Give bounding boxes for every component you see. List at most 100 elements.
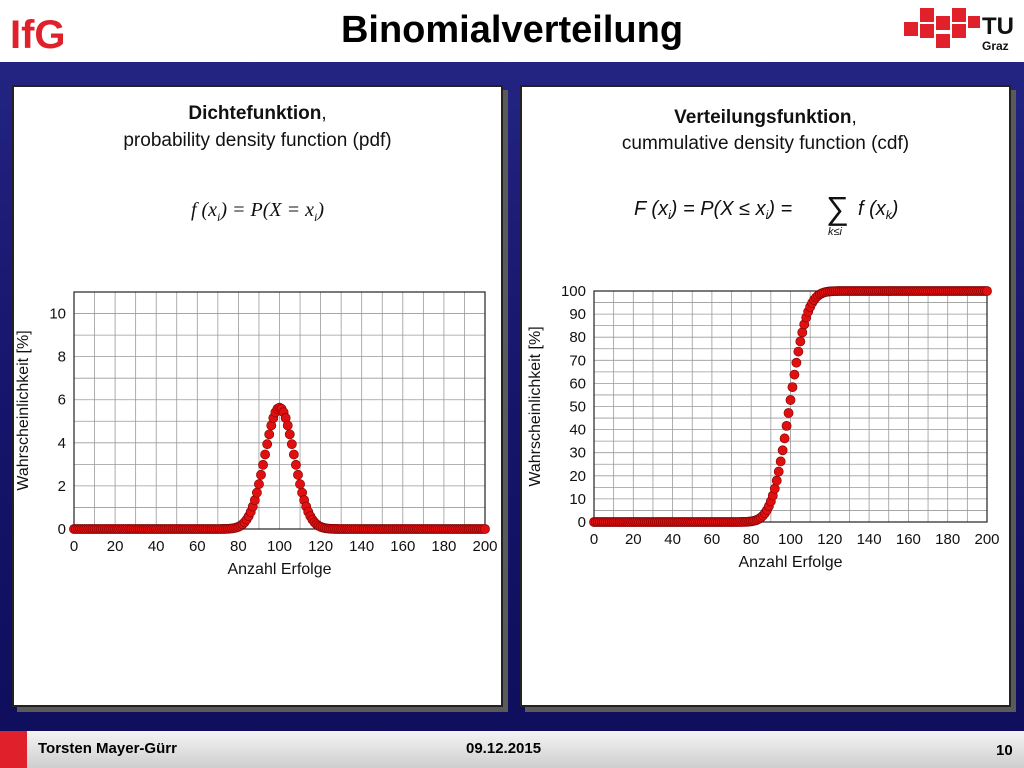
data-point [251, 487, 262, 498]
cdf-panel: Verteilungsfunktion, cummulative density… [520, 85, 1011, 707]
data-point [777, 445, 788, 456]
tu-graz-logo: TU Graz [904, 8, 1014, 53]
data-point [787, 382, 798, 393]
footer-author: Torsten Mayer-Gürr [38, 740, 177, 757]
x-tick-label: 120 [817, 531, 842, 548]
cdf-heading-bold: Verteilungsfunktion [674, 107, 852, 128]
sum-index: k≤i [828, 226, 843, 238]
y-tick-label: 100 [561, 283, 586, 300]
data-point [258, 459, 268, 470]
y-tick-label: 40 [569, 422, 586, 439]
x-axis-label: Anzahl Erfolge [227, 561, 331, 578]
plot-frame [73, 291, 486, 530]
cdf-subheading: cummulative density function (cdf) [621, 133, 910, 154]
footer-accent [0, 731, 27, 768]
footer-page-number: 10 [996, 742, 1013, 759]
pdf-formula: f (xi) = P(X = xi) [14, 199, 501, 225]
data-point [771, 475, 782, 486]
data-point [793, 346, 804, 357]
page-title: Binomialverteilung [340, 9, 684, 51]
ifg-logo-text: IfG [10, 13, 66, 57]
data-point [797, 327, 808, 338]
x-tick-label: 140 [349, 538, 374, 555]
chart-grid [593, 290, 988, 523]
x-tick-label: 80 [743, 531, 760, 548]
data-point [982, 286, 992, 296]
plot-frame [593, 290, 988, 523]
data-point [779, 433, 790, 444]
ifg-logo: IfG [10, 13, 66, 57]
x-tick-label: 0 [590, 531, 598, 548]
data-point [254, 479, 264, 490]
pdf-subheading: probability density function (pdf) [123, 130, 392, 151]
data-points [589, 286, 992, 527]
data-point [286, 439, 297, 450]
cdf-heading-suffix: , [851, 107, 857, 128]
data-point [783, 408, 794, 418]
x-tick-label: 100 [267, 538, 292, 555]
x-tick-label: 40 [148, 538, 165, 555]
cdf-heading: Verteilungsfunktion, [522, 107, 1009, 129]
x-tick-label: 140 [857, 531, 882, 548]
data-point [288, 449, 299, 460]
data-point [262, 439, 273, 450]
y-tick-label: 30 [569, 445, 586, 462]
pdf-heading-bold: Dichtefunktion [188, 103, 322, 124]
y-tick-label: 60 [569, 375, 586, 392]
y-tick-label: 6 [58, 392, 66, 409]
y-tick-label: 50 [569, 399, 586, 416]
data-point [791, 357, 802, 368]
cdf-chart: 0 20 40 60 80 100 120 140 160 180 200 0 10 20 30 40 50 60… [527, 283, 1000, 571]
tu-logo-text: TU [982, 13, 1014, 40]
y-tick-label: 8 [58, 349, 66, 366]
pdf-chart: 0 20 40 60 80 100 120 140 160 180 200 0 2 4 6 8 10 Anzahl… [15, 291, 498, 578]
footer-date: 09.12.2015 [466, 740, 542, 757]
data-point [291, 459, 301, 470]
footer-bar [27, 731, 1024, 768]
cdf-formula: F (xi) = P(X ≤ xi) = ∑ k≤i f (xk) [634, 190, 898, 238]
x-tick-label: 180 [935, 531, 960, 548]
y-tick-label: 2 [58, 478, 66, 495]
tu-graz-logo-squares [904, 8, 980, 48]
x-tick-label: 40 [664, 531, 681, 548]
x-tick-label: 200 [472, 538, 497, 555]
x-tick-label: 160 [896, 531, 921, 548]
y-tick-label: 0 [578, 514, 586, 531]
y-tick-label: 80 [569, 329, 586, 346]
data-point [789, 369, 800, 380]
x-tick-label: 160 [390, 538, 415, 555]
y-tick-label: 0 [58, 521, 66, 538]
graz-logo-text: Graz [982, 39, 1009, 53]
data-points [69, 402, 490, 534]
data-point [282, 420, 293, 431]
pdf-panel: Dichtefunktion, probability density func… [12, 85, 503, 707]
x-tick-label: 60 [189, 538, 206, 555]
pdf-heading: Dichtefunktion, [14, 103, 501, 125]
x-tick-label: 120 [308, 538, 333, 555]
x-tick-label: 80 [230, 538, 247, 555]
cdf-formula-rhs: f (xk) [858, 198, 898, 222]
y-tick-label: 10 [49, 306, 66, 323]
x-tick-label: 100 [778, 531, 803, 548]
x-axis-label: Anzahl Erfolge [738, 554, 842, 571]
data-point [264, 429, 275, 440]
data-point [775, 456, 786, 467]
data-point [293, 469, 303, 480]
data-point [284, 429, 295, 440]
y-tick-label: 70 [569, 352, 586, 369]
x-tick-label: 20 [625, 531, 642, 548]
header-bar: IfG Binomialverteilung TU Graz [0, 0, 1024, 62]
data-point [480, 524, 490, 534]
pdf-formula-text: f (xi) = P(X = xi) [190, 199, 325, 224]
y-tick-label: 20 [569, 468, 586, 485]
data-point [256, 469, 266, 480]
data-point [781, 420, 792, 431]
x-tick-label: 0 [70, 538, 78, 555]
data-point [295, 479, 305, 490]
y-tick-label: 90 [569, 306, 586, 323]
cdf-formula-lhs: F (xi) = P(X ≤ xi) = [634, 198, 792, 222]
x-tick-label: 20 [107, 538, 124, 555]
y-axis-label: Wahrscheinlichkeit [%] [15, 330, 32, 490]
y-axis-label: Wahrscheinlichkeit [%] [527, 326, 544, 486]
data-point [260, 449, 271, 460]
